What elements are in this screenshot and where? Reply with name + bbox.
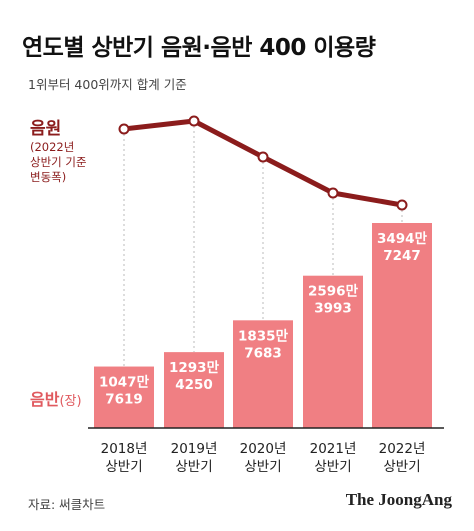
bar [94, 366, 154, 428]
bar [303, 275, 363, 428]
brand-logo: The JoongAng [345, 490, 452, 509]
bar-value-label: 2596만 [308, 284, 359, 300]
bar-series-label: 음반(장) [30, 386, 82, 410]
line-note-3: 변동폭) [30, 170, 67, 184]
x-tick-label: 2018년 [101, 441, 148, 457]
x-tick-label: 2020년 [240, 441, 287, 457]
x-tick-label: 2022년 [379, 441, 426, 457]
line-point [396, 199, 408, 211]
bar-value-label: 4250 [175, 377, 213, 393]
chart-title: 연도별 상반기 음원·음반 400 이용량 [22, 35, 376, 61]
bar-value-label: 1293만 [169, 360, 220, 376]
line-point [118, 123, 130, 135]
bar [372, 223, 432, 428]
bar [164, 352, 224, 428]
x-tick-label: 상반기 [314, 459, 351, 475]
bar-value-label: 7619 [105, 392, 143, 408]
bar-value-label: 7247 [383, 248, 421, 264]
chart-subtitle: 1위부터 400위까지 합계 기준 [28, 77, 187, 92]
bar-value-label: 7683 [244, 345, 282, 361]
x-tick-label: 상반기 [383, 459, 420, 475]
bar-value-label: 3494만 [377, 231, 428, 247]
line-point [327, 187, 339, 199]
bar-series-name: 음반 [30, 390, 60, 409]
bar-series-unit: (장) [59, 394, 82, 409]
bar-value-label: 1047만 [99, 375, 150, 391]
line-point [188, 115, 200, 127]
bar-value-label: 1835만 [238, 328, 289, 344]
bar [233, 320, 293, 428]
x-tick-label: 상반기 [105, 459, 142, 475]
line-note-1: (2022년 [30, 140, 75, 154]
bar-value-label: 3993 [314, 301, 352, 317]
line-series-note: (2022년 상반기 기준 변동폭) [30, 140, 87, 185]
line-note-2: 상반기 기준 [30, 155, 87, 169]
x-tick-label: 상반기 [244, 459, 281, 475]
source-note: 자료: 써클차트 [28, 497, 106, 512]
line-point [257, 151, 269, 163]
x-tick-label: 2021년 [310, 441, 357, 457]
line-series-label: 음원 [30, 119, 62, 139]
x-tick-label: 2019년 [171, 441, 218, 457]
x-tick-label: 상반기 [175, 459, 212, 475]
